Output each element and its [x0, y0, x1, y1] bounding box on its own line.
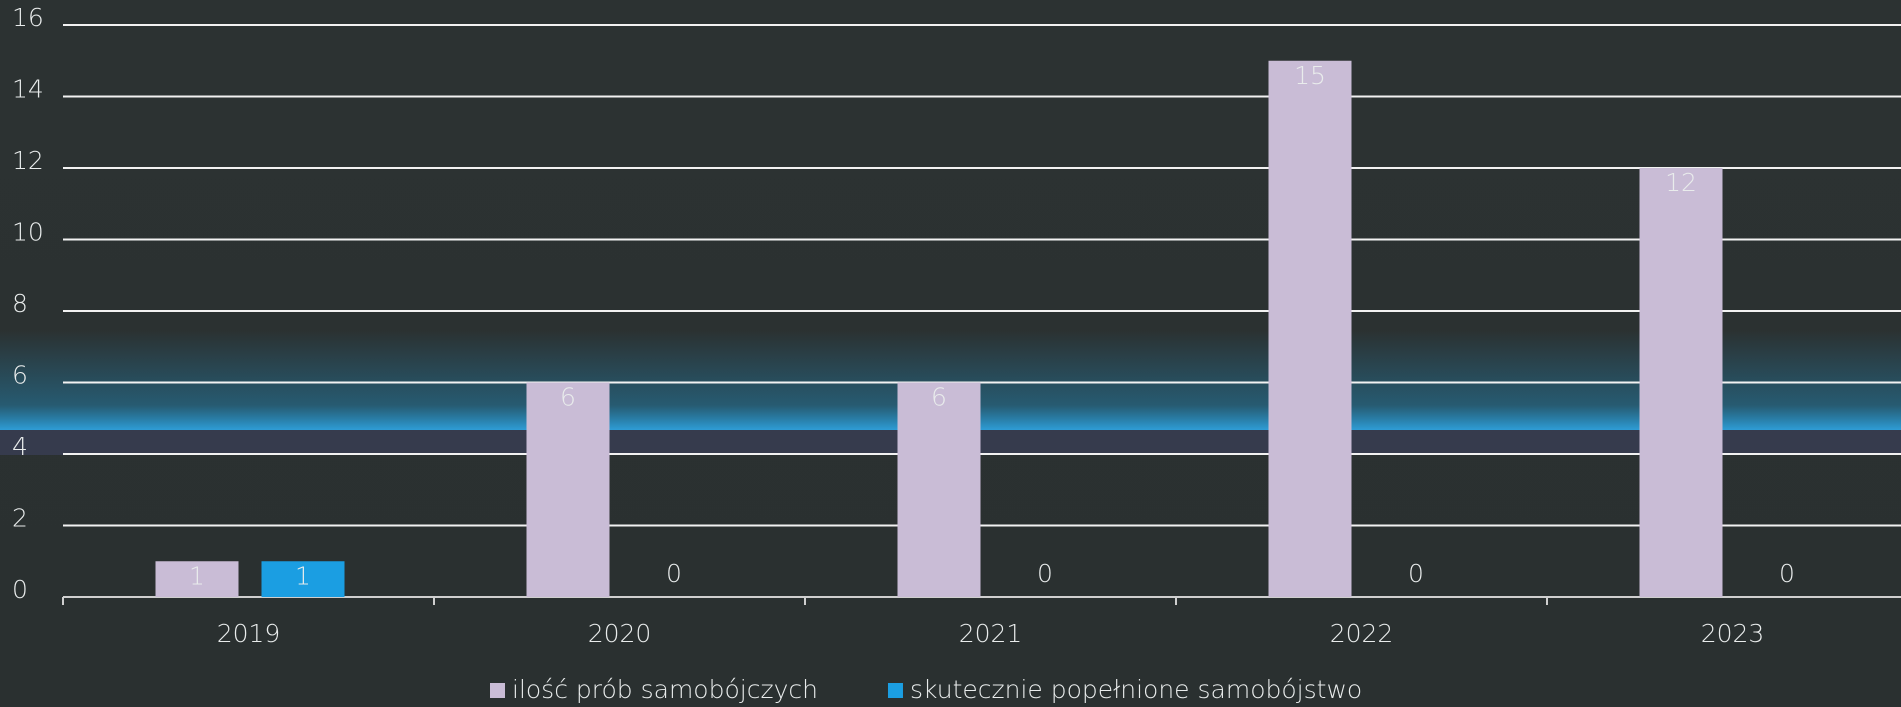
value-label: 0 — [1779, 559, 1795, 588]
bar — [1268, 60, 1352, 597]
y-tick-label: 2 — [12, 504, 28, 533]
value-label: 1 — [189, 561, 205, 590]
legend-swatch — [887, 683, 903, 698]
y-tick-label: 16 — [12, 3, 44, 32]
x-tick-label: 2019 — [217, 619, 281, 648]
y-tick-label: 14 — [12, 75, 44, 104]
bar — [897, 382, 981, 597]
legend-label: skutecznie popełnione samobójstwo — [910, 675, 1362, 704]
y-tick-label: 10 — [12, 218, 44, 247]
bar — [261, 561, 345, 597]
value-label: 6 — [560, 383, 576, 412]
x-tick-label: 2023 — [1701, 619, 1765, 648]
bar — [1639, 168, 1723, 597]
value-label: 0 — [1408, 559, 1424, 588]
y-tick-label: 12 — [12, 146, 44, 175]
y-tick-label: 8 — [12, 289, 28, 318]
x-tick-label: 2020 — [588, 619, 652, 648]
value-label: 0 — [1037, 559, 1053, 588]
value-label: 0 — [666, 559, 682, 588]
bar — [526, 382, 610, 597]
legend-swatch — [490, 683, 505, 698]
value-label: 6 — [931, 383, 947, 412]
y-tick-label: 4 — [12, 432, 28, 461]
x-tick-label: 2022 — [1330, 619, 1394, 648]
value-label: 15 — [1294, 61, 1326, 90]
x-tick-label: 2021 — [959, 619, 1023, 648]
bar — [155, 561, 239, 597]
value-label: 12 — [1665, 168, 1697, 197]
legend-label: ilość prób samobójczych — [512, 675, 818, 704]
y-tick-label: 0 — [12, 575, 28, 604]
y-tick-label: 6 — [12, 361, 28, 390]
value-label: 1 — [295, 561, 311, 590]
